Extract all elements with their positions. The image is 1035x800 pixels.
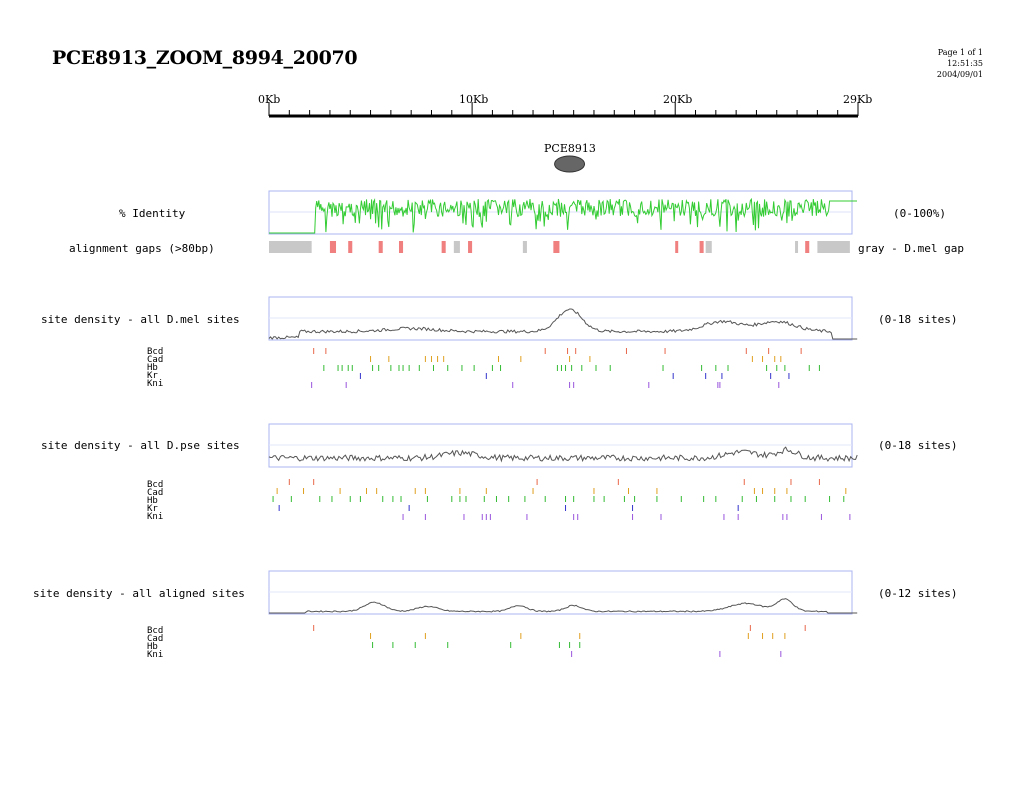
gap-dmel (817, 241, 850, 253)
dmel-kr-label: Kr (147, 371, 158, 381)
dmel-line (268, 308, 858, 340)
gap-alignment (348, 241, 353, 253)
dmel-hb-label: Hb (147, 363, 158, 373)
print-time: 12:51:35 (947, 59, 983, 68)
dmel-bcd-label: Bcd (147, 347, 164, 357)
gap-dmel (453, 241, 460, 253)
identity-range: (0-100%) (893, 207, 946, 220)
feature-pce8913 (554, 155, 586, 173)
dpse-hb-label: Hb (147, 496, 158, 506)
aligned-range: (0-12 sites) (878, 587, 958, 600)
gap-dmel (795, 241, 799, 253)
dpse-label: site density - all D.pse sites (41, 439, 240, 452)
aligned-kni-label: Kni (147, 650, 164, 660)
dpse-range: (0-18 sites) (878, 439, 958, 452)
identity-label: % Identity (119, 207, 186, 220)
gaps-label: alignment gaps (>80bp) (69, 242, 215, 255)
page-title: PCE8913_ZOOM_8994_20070 (52, 47, 358, 69)
dmel-kni-label: Kni (147, 379, 164, 389)
gap-dmel (705, 241, 712, 253)
dpse-bcd-label: Bcd (147, 480, 164, 490)
scale-tick-10: 10Kb (459, 93, 489, 106)
aligned-line (269, 598, 858, 614)
dpse-kni-label: Kni (147, 512, 164, 522)
gap-alignment (398, 241, 404, 253)
gaps-legend: gray - D.mel gap (858, 242, 964, 255)
dmel-cad-label: Cad (147, 355, 164, 365)
aligned-cad-label: Cad (147, 634, 164, 644)
dmel-range: (0-18 sites) (878, 313, 958, 326)
identity-line (269, 197, 857, 234)
gap-dmel (269, 241, 312, 253)
feature-label: PCE8913 (544, 142, 596, 155)
page-number: Page 1 of 1 (937, 48, 983, 57)
print-date: 2004/09/01 (936, 70, 983, 79)
scale-tick-20: 20Kb (663, 93, 693, 106)
page-meta: Page 1 of 1 12:51:35 2004/09/01 (937, 47, 983, 80)
dmel-label: site density - all D.mel sites (41, 313, 240, 326)
gap-alignment (675, 241, 679, 253)
dpse-cad-label: Cad (147, 488, 164, 498)
aligned-label: site density - all aligned sites (33, 587, 245, 600)
scale-tick-0: 0Kb (258, 93, 281, 106)
gap-alignment (553, 241, 560, 253)
dpse-line (268, 446, 858, 463)
aligned-hb-label: Hb (147, 642, 158, 652)
gap-alignment (468, 241, 473, 253)
gap-alignment (329, 241, 337, 253)
scale-tick-29: 29Kb (843, 93, 873, 106)
gap-dmel (522, 241, 527, 253)
gap-alignment (378, 241, 383, 253)
gap-alignment (805, 241, 810, 253)
gap-alignment (699, 241, 704, 253)
aligned-bcd-label: Bcd (147, 626, 164, 636)
gap-alignment (441, 241, 446, 253)
dpse-kr-label: Kr (147, 504, 158, 514)
